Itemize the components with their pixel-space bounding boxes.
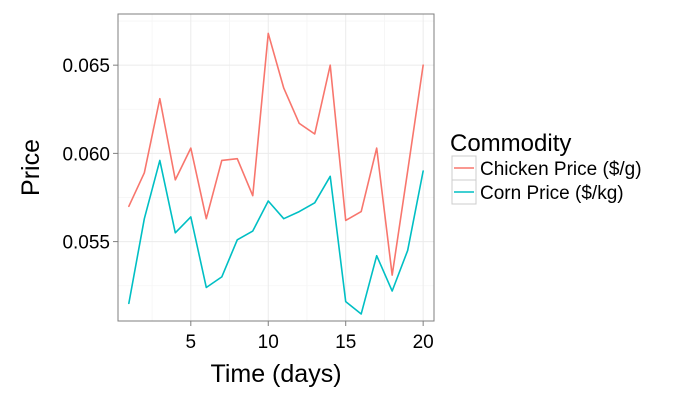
y-tick-label: 0.055 (62, 233, 110, 254)
series-line-1 (128, 159, 424, 315)
legend-title: Commodity (450, 130, 571, 157)
legend-label: Chicken Price ($/g) (480, 159, 642, 180)
plot-border (117, 13, 435, 322)
series-layer (128, 32, 424, 315)
legend: Commodity Chicken Price ($/g) Corn Price … (450, 130, 642, 205)
x-tick-label: 10 (258, 332, 279, 353)
legend-items: Chicken Price ($/g) Corn Price ($/kg) (451, 155, 642, 205)
tick-layer: 5 10 15 20 0.055 0.060 0.065 (62, 56, 433, 353)
legend-label: Corn Price ($/kg) (480, 183, 624, 204)
y-tick-label: 0.060 (62, 144, 110, 165)
x-tick-label: 20 (413, 332, 434, 353)
y-tick-label: 0.065 (62, 56, 110, 77)
x-tick-label: 5 (186, 332, 197, 353)
x-axis-title: Time (days) (210, 360, 341, 388)
y-axis-title: Price (17, 139, 45, 196)
series-line-0 (128, 32, 424, 276)
x-tick-label: 15 (335, 332, 356, 353)
